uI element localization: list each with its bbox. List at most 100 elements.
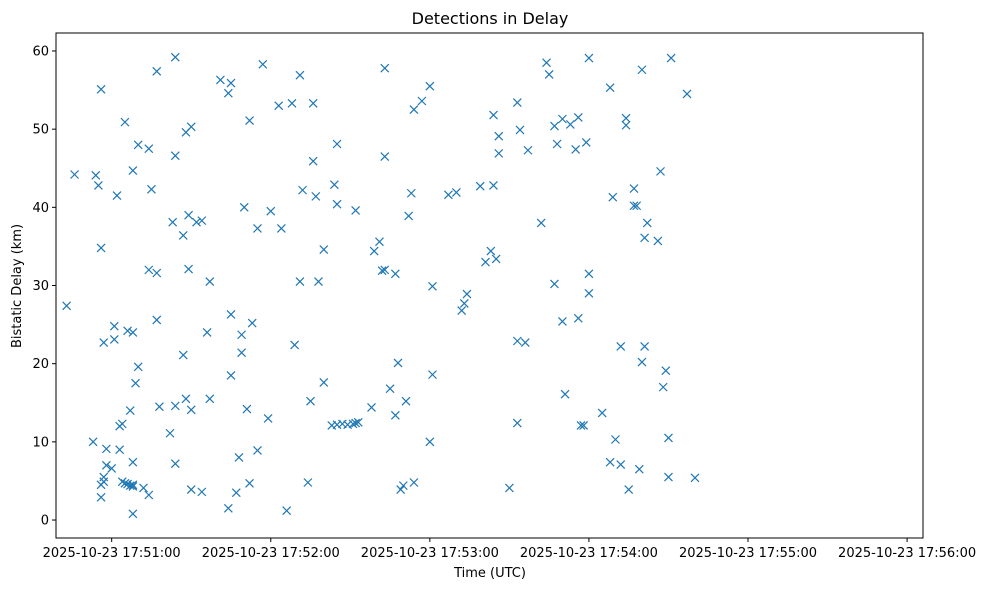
data-point (351, 418, 361, 428)
chart-title: Detections in Delay (412, 9, 569, 28)
data-point (481, 257, 490, 267)
data-point (653, 236, 663, 246)
data-point (576, 421, 586, 430)
data-point (396, 485, 406, 494)
data-point (393, 358, 403, 368)
data-point (489, 110, 498, 120)
x-tick-label: 2025-10-23 17:51:00 (43, 546, 181, 561)
data-point (682, 89, 692, 99)
data-point (634, 464, 644, 474)
data-point (197, 216, 207, 226)
data-point (128, 166, 138, 176)
data-point (348, 419, 358, 429)
data-point (276, 224, 286, 233)
data-point (186, 405, 196, 415)
data-point (520, 338, 530, 347)
x-axis: 2025-10-23 17:51:00 2025-10-23 17:52:00 20… (43, 538, 976, 561)
data-point (181, 394, 191, 404)
data-point (192, 217, 201, 227)
data-point (70, 170, 79, 179)
data-point (632, 201, 642, 211)
data-point (512, 336, 522, 346)
data-point (287, 98, 297, 108)
data-point (550, 279, 559, 289)
data-point (536, 218, 546, 228)
data-points (62, 52, 700, 519)
data-point (319, 245, 329, 254)
data-point (491, 254, 501, 264)
y-tick-label: 30 (32, 279, 49, 294)
data-point (666, 53, 676, 63)
y-tick-label: 40 (32, 201, 49, 216)
data-point (581, 138, 591, 147)
data-point (170, 401, 180, 411)
data-point (170, 151, 180, 161)
data-point (565, 120, 575, 129)
data-point (223, 88, 233, 98)
data-point (303, 478, 313, 487)
data-point (128, 509, 138, 519)
data-point (125, 406, 135, 416)
data-point (101, 460, 111, 470)
data-point (637, 65, 647, 75)
data-point (184, 210, 193, 220)
data-point (584, 288, 594, 298)
data-point (664, 433, 673, 443)
data-point (226, 309, 236, 319)
data-point (101, 444, 111, 454)
data-point (451, 188, 461, 197)
data-point (274, 101, 284, 111)
data-point (597, 408, 607, 418)
data-point (658, 382, 668, 392)
x-tick-label: 2025-10-23 17:52:00 (202, 546, 340, 561)
y-tick-label: 10 (32, 435, 49, 450)
data-point (112, 191, 122, 201)
data-point (351, 206, 361, 215)
data-point (489, 181, 498, 190)
data-point (96, 243, 106, 253)
data-point (369, 246, 379, 256)
data-point (197, 487, 207, 497)
data-point (475, 181, 485, 191)
data-point (329, 180, 339, 190)
data-point (656, 166, 665, 176)
data-point (642, 218, 652, 228)
data-point (390, 269, 400, 279)
y-axis-label: Bistatic Delay (km) (10, 224, 25, 348)
data-point (253, 446, 262, 455)
data-point (226, 370, 236, 380)
data-point (637, 357, 647, 367)
y-tick-label: 60 (32, 44, 49, 59)
data-point (640, 342, 650, 351)
data-point (375, 237, 384, 247)
data-point (377, 266, 387, 276)
data-point (184, 264, 193, 274)
x-tick-label: 2025-10-23 17:54:00 (520, 546, 658, 561)
data-point (202, 327, 212, 337)
data-point (459, 299, 469, 308)
data-point (144, 265, 154, 275)
data-point (640, 233, 650, 243)
data-point (170, 459, 180, 469)
data-point (380, 152, 390, 161)
data-point (428, 281, 437, 291)
data-point (154, 402, 164, 412)
data-point (109, 321, 119, 331)
data-point (332, 199, 342, 209)
data-point (117, 419, 127, 429)
data-point (120, 478, 130, 488)
data-point (234, 453, 244, 462)
data-point (247, 318, 257, 328)
data-point (557, 114, 567, 124)
data-point (152, 268, 162, 278)
data-point (380, 265, 390, 275)
data-point (282, 506, 292, 516)
y-axis: 0 10 20 30 40 50 60 (32, 44, 56, 529)
x-tick-label: 2025-10-23 17:55:00 (679, 546, 817, 561)
data-point (245, 116, 254, 125)
data-point (99, 472, 109, 482)
data-point (308, 98, 318, 108)
data-point (205, 277, 215, 287)
data-point (542, 58, 551, 68)
